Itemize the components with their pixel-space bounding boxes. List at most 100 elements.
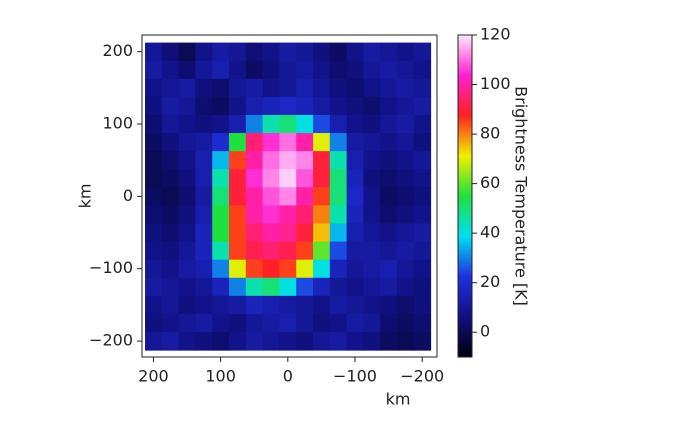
heat-cell bbox=[279, 187, 297, 206]
heat-cell bbox=[397, 313, 415, 333]
heat-cell bbox=[229, 60, 247, 80]
heat-cell bbox=[161, 78, 180, 98]
heat-cell bbox=[329, 241, 348, 261]
heat-cell bbox=[397, 187, 415, 206]
heat-cell bbox=[229, 332, 247, 351]
heat-cell bbox=[329, 205, 348, 224]
heat-cell bbox=[380, 295, 398, 315]
heat-cell bbox=[279, 332, 297, 351]
heat-cell bbox=[296, 313, 314, 333]
heat-cell bbox=[178, 187, 196, 206]
heat-cell bbox=[313, 241, 331, 261]
heat-cell bbox=[145, 205, 163, 224]
heat-cell bbox=[329, 187, 348, 206]
heat-cell bbox=[178, 133, 196, 152]
heat-cell bbox=[262, 332, 280, 351]
heat-cell bbox=[397, 96, 415, 116]
heat-cell bbox=[262, 295, 280, 315]
heat-cell bbox=[397, 241, 415, 261]
heat-cell bbox=[380, 241, 398, 261]
heat-cell bbox=[195, 223, 213, 243]
heat-cell bbox=[245, 241, 264, 261]
heat-cell bbox=[329, 313, 348, 333]
heat-cell bbox=[380, 259, 398, 279]
heat-cell bbox=[296, 277, 314, 297]
heat-cell bbox=[363, 187, 381, 206]
heat-cell bbox=[413, 259, 432, 279]
heat-cell bbox=[296, 169, 314, 188]
heat-cell bbox=[245, 151, 264, 170]
heat-cell bbox=[380, 60, 398, 80]
heat-cell bbox=[178, 277, 196, 297]
heat-cell bbox=[296, 96, 314, 116]
heat-cell bbox=[380, 169, 398, 188]
heat-cell bbox=[363, 96, 381, 116]
heat-cell bbox=[262, 277, 280, 297]
heat-cell bbox=[397, 205, 415, 224]
heat-cell bbox=[397, 151, 415, 170]
heat-cell bbox=[178, 60, 196, 80]
heat-cell bbox=[229, 151, 247, 170]
heat-cell bbox=[313, 187, 331, 206]
heat-cell bbox=[229, 295, 247, 315]
x-tick-label: 100 bbox=[205, 367, 236, 386]
x-tick-label: 0 bbox=[283, 367, 293, 386]
heat-cell bbox=[178, 151, 196, 170]
heat-cell bbox=[397, 133, 415, 152]
heat-cell bbox=[313, 169, 331, 188]
heat-cell bbox=[212, 60, 230, 80]
heat-cell bbox=[363, 169, 381, 188]
heat-cell bbox=[145, 313, 163, 333]
heat-cell bbox=[245, 187, 264, 206]
heat-cell bbox=[212, 133, 230, 152]
heat-cell bbox=[161, 133, 180, 152]
heat-cell bbox=[195, 259, 213, 279]
heat-cell bbox=[245, 332, 264, 351]
y-tick-label: −100 bbox=[89, 258, 133, 277]
heat-cell bbox=[279, 78, 297, 98]
heat-cell bbox=[346, 295, 364, 315]
heat-cell bbox=[413, 114, 432, 134]
heat-cell bbox=[229, 78, 247, 98]
heat-cell bbox=[279, 277, 297, 297]
heat-cell bbox=[212, 223, 230, 243]
heat-cell bbox=[161, 60, 180, 80]
heat-cell bbox=[178, 241, 196, 261]
heat-cell bbox=[195, 277, 213, 297]
heat-cell bbox=[279, 114, 297, 134]
heat-cell bbox=[363, 78, 381, 98]
heat-cell bbox=[178, 96, 196, 116]
heat-cell bbox=[363, 223, 381, 243]
heat-cell bbox=[346, 205, 364, 224]
heat-cell bbox=[212, 259, 230, 279]
heat-cell bbox=[145, 277, 163, 297]
heat-cell bbox=[380, 277, 398, 297]
heat-cell bbox=[380, 223, 398, 243]
heat-cell bbox=[195, 332, 213, 351]
heat-cell bbox=[346, 313, 364, 333]
heat-cell bbox=[145, 295, 163, 315]
colorbar bbox=[457, 34, 473, 358]
heat-cell bbox=[346, 78, 364, 98]
heat-cell bbox=[397, 223, 415, 243]
heat-cell bbox=[195, 114, 213, 134]
heat-cell bbox=[329, 133, 348, 152]
heat-cell bbox=[346, 241, 364, 261]
heat-cell bbox=[212, 96, 230, 116]
heat-cell bbox=[346, 96, 364, 116]
heat-cell bbox=[397, 114, 415, 134]
heat-cell bbox=[380, 114, 398, 134]
heat-cell bbox=[397, 60, 415, 80]
heat-cell bbox=[329, 114, 348, 134]
heat-cell bbox=[346, 187, 364, 206]
heat-cell bbox=[212, 78, 230, 98]
heat-cell bbox=[229, 169, 247, 188]
heat-cell bbox=[313, 151, 331, 170]
heat-cell bbox=[313, 313, 331, 333]
heat-cell bbox=[161, 295, 180, 315]
heat-cell bbox=[296, 78, 314, 98]
heat-cell bbox=[313, 114, 331, 134]
heat-cell bbox=[397, 259, 415, 279]
heat-cell bbox=[279, 259, 297, 279]
heat-cell bbox=[397, 295, 415, 315]
